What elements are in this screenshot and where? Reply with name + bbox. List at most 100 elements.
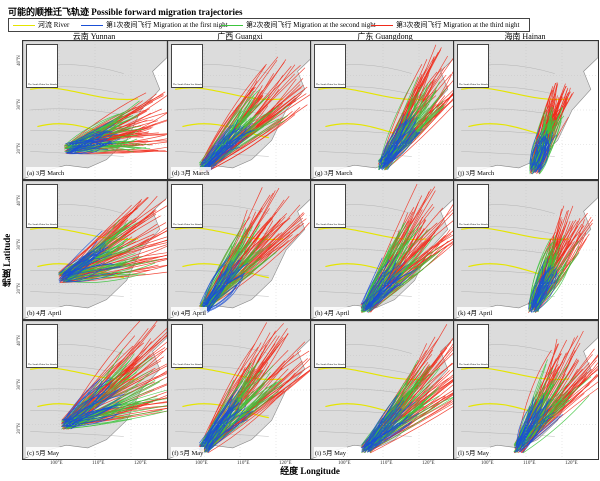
trajectory-line	[66, 273, 110, 282]
trajectory-line	[520, 415, 554, 449]
trajectory-line	[208, 115, 288, 171]
trajectory-line	[534, 134, 548, 168]
panel-label: (a) 3月 March	[26, 167, 66, 177]
longitude-tick-label: 110°E	[380, 461, 393, 466]
trajectory-line	[63, 380, 99, 422]
inset-caption: The South China Sea Islands	[173, 363, 202, 366]
trajectory-line	[364, 267, 390, 307]
map-canvas	[168, 181, 312, 319]
map-panel: The South China Sea Islands (a) 3月 March	[22, 40, 168, 180]
panel-label: (k) 4月 April	[457, 307, 494, 317]
south-china-sea-inset: The South China Sea Islands	[171, 44, 203, 88]
south-china-sea-inset: The South China Sea Islands	[171, 324, 203, 368]
trajectories-first-night	[529, 126, 557, 175]
legend-item-first-night: 第1次夜间飞行 Migration at the first night	[81, 20, 228, 30]
trajectory-line	[360, 257, 383, 305]
trajectory-line	[521, 394, 545, 445]
trajectory-line	[201, 124, 234, 164]
trajectories-first-night	[528, 258, 559, 313]
panel-label: (f) 5月 May	[171, 447, 205, 457]
legend-item-second-night-label: 第2次夜间飞行 Migration at the second night	[246, 21, 376, 29]
trajectory-line	[200, 408, 243, 447]
trajectory-line	[203, 261, 234, 310]
trajectory-line	[66, 144, 109, 150]
legend-item-first-night-label: 第1次夜间飞行 Migration at the first night	[106, 21, 228, 29]
trajectory-line	[516, 408, 542, 452]
trajectory-line	[65, 415, 132, 428]
x-axis-label: 经度 Longitude	[280, 466, 340, 476]
trajectory-line	[522, 395, 590, 454]
trajectory-line	[70, 401, 120, 430]
trajectory-line	[522, 402, 549, 447]
panel-label: (g) 3月 March	[314, 167, 354, 177]
trajectory-line	[369, 401, 416, 450]
longitude-tick-label: 120°E	[565, 461, 578, 466]
trajectory-line	[67, 246, 109, 277]
trajectory-line	[64, 252, 95, 281]
trajectory-line	[68, 92, 147, 144]
province-border	[318, 431, 412, 437]
longitude-tick-label: 100°E	[481, 461, 494, 466]
trajectory-line	[61, 240, 98, 276]
trajectory-line	[515, 400, 543, 446]
latitude-tick-label: 30°N	[16, 99, 22, 110]
trajectory-line	[538, 148, 551, 173]
longitude-tick-label: 120°E	[134, 461, 147, 466]
trajectory-line	[70, 389, 118, 429]
trajectory-line	[205, 257, 260, 311]
inset-caption: The South China Sea Islands	[459, 223, 488, 226]
map-canvas	[454, 41, 598, 179]
trajectory-line	[205, 222, 310, 309]
trajectory-line	[66, 133, 98, 154]
trajectories-first-night	[378, 111, 423, 171]
trajectory-line	[535, 134, 551, 172]
trajectory-line	[516, 349, 552, 444]
legend-title: 可能的顺推迁飞轨迹 Possible forward migration tra…	[8, 7, 243, 17]
trajectory-line	[536, 252, 580, 310]
trajectory-line	[63, 378, 101, 426]
trajectory-line	[537, 130, 548, 167]
trajectory-line	[199, 63, 267, 166]
trajectory-line	[519, 419, 546, 453]
trajectory-line	[73, 123, 115, 149]
latitude-tick-label: 20°N	[16, 423, 22, 434]
map-panel: The South China Sea Islands (e) 4月 April	[167, 180, 313, 320]
trajectory-line	[62, 389, 118, 424]
trajectory-line	[363, 422, 412, 451]
latitude-tick-label: 20°N	[16, 143, 22, 154]
trajectory-line	[65, 143, 117, 152]
trajectory-line	[534, 275, 559, 313]
latitude-tick-label: 30°N	[16, 239, 22, 250]
trajectory-line	[382, 132, 421, 169]
trajectory-line	[202, 409, 234, 451]
south-china-sea-inset: The South China Sea Islands	[314, 44, 346, 88]
column-header-guangxi: 广西 Guangxi	[217, 32, 263, 41]
map-canvas	[454, 321, 598, 459]
map-canvas	[23, 181, 167, 319]
trajectory-line	[61, 413, 120, 428]
trajectory-line	[518, 405, 553, 449]
trajectory-line	[199, 255, 231, 305]
trajectory-line	[370, 408, 402, 445]
south-china-sea-inset: The South China Sea Islands	[457, 324, 489, 368]
province-border	[318, 108, 412, 116]
inset-caption: The South China Sea Islands	[28, 223, 57, 226]
map-canvas	[168, 321, 312, 459]
trajectory-line	[518, 409, 549, 452]
trajectory-line	[199, 219, 246, 307]
south-china-sea-inset: The South China Sea Islands	[314, 184, 346, 228]
trajectory-line	[62, 240, 106, 275]
trajectory-line	[368, 401, 413, 447]
trajectory-line	[386, 111, 414, 164]
trajectory-line	[370, 268, 418, 308]
map-panel: The South China Sea Islands (g) 3月 March	[310, 40, 456, 180]
province-border	[318, 291, 412, 297]
south-china-sea-inset: The South China Sea Islands	[26, 184, 58, 228]
map-panel: The South China Sea Islands (b) 4月 April	[22, 180, 168, 320]
trajectory-line	[206, 381, 278, 453]
column-header-hainan: 海南 Hainan	[504, 32, 546, 41]
trajectory-line	[207, 136, 248, 169]
trajectory-line	[382, 129, 416, 165]
panel-label: (c) 5月 May	[26, 447, 61, 457]
map-panel: The South China Sea Islands (f) 5月 May	[167, 320, 313, 460]
